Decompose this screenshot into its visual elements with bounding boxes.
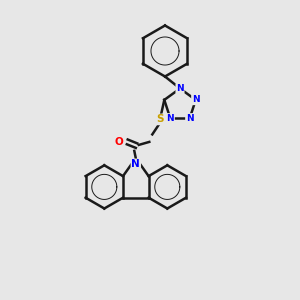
Text: N: N <box>192 95 200 104</box>
Text: N: N <box>131 159 140 170</box>
Text: N: N <box>167 114 174 123</box>
Text: S: S <box>156 114 164 124</box>
Text: N: N <box>186 114 194 123</box>
Text: N: N <box>176 84 184 93</box>
Text: O: O <box>115 137 124 147</box>
